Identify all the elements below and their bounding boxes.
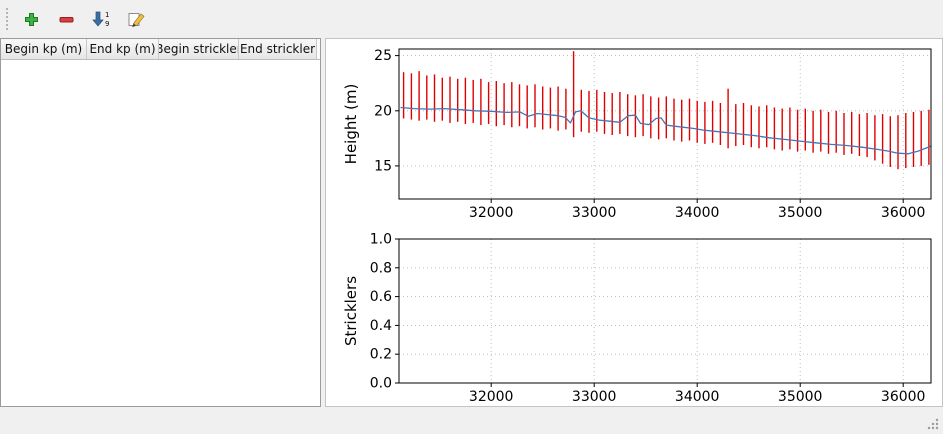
sort-top-number: 1 bbox=[105, 11, 109, 19]
table-header-row: Begin kp (m) End kp (m) Begin strickler … bbox=[1, 39, 320, 60]
toolbar-drag-handle[interactable] bbox=[6, 8, 8, 30]
edit-icon bbox=[128, 12, 144, 27]
svg-text:34000: 34000 bbox=[675, 205, 720, 221]
svg-text:0.0: 0.0 bbox=[370, 376, 392, 392]
add-row-button[interactable] bbox=[16, 6, 46, 33]
svg-text:0.8: 0.8 bbox=[370, 260, 392, 276]
edit-button[interactable] bbox=[121, 6, 151, 33]
column-header-begin-kp[interactable]: Begin kp (m) bbox=[1, 39, 87, 59]
column-header-end-kp[interactable]: End kp (m) bbox=[87, 39, 159, 59]
sort-ascending-icon: 1 9 bbox=[92, 11, 109, 28]
svg-text:32000: 32000 bbox=[469, 389, 514, 405]
svg-text:35000: 35000 bbox=[778, 389, 823, 405]
svg-text:33000: 33000 bbox=[572, 205, 617, 221]
sort-bottom-number: 9 bbox=[105, 20, 109, 28]
svg-text:1.0: 1.0 bbox=[370, 232, 392, 248]
svg-text:Stricklers: Stricklers bbox=[342, 276, 360, 346]
column-header-filler bbox=[317, 39, 320, 59]
status-bar bbox=[0, 407, 943, 434]
svg-text:20: 20 bbox=[374, 103, 392, 119]
minus-icon bbox=[59, 16, 73, 22]
svg-text:34000: 34000 bbox=[675, 389, 720, 405]
plus-icon bbox=[24, 12, 38, 26]
svg-text:36000: 36000 bbox=[881, 389, 926, 405]
column-header-end-strickler[interactable]: End strickler bbox=[239, 39, 317, 59]
resize-grip-icon[interactable] bbox=[926, 417, 940, 431]
svg-text:33000: 33000 bbox=[572, 389, 617, 405]
charts-panel: 32000 33000 34000 35000 36000 15 20 25 Height (m… bbox=[325, 38, 943, 407]
svg-text:35000: 35000 bbox=[778, 205, 823, 221]
svg-text:0.4: 0.4 bbox=[370, 318, 392, 334]
table-body[interactable] bbox=[1, 60, 320, 406]
sort-button[interactable]: 1 9 bbox=[86, 6, 116, 33]
svg-text:0.6: 0.6 bbox=[370, 289, 392, 305]
toolbar: 1 9 bbox=[0, 0, 943, 38]
strickler-table: Begin kp (m) End kp (m) Begin strickler … bbox=[0, 38, 321, 407]
svg-text:15: 15 bbox=[374, 158, 392, 174]
column-header-begin-strickler[interactable]: Begin strickler bbox=[159, 39, 239, 59]
panel-splitter[interactable] bbox=[321, 38, 325, 407]
svg-text:0.2: 0.2 bbox=[370, 347, 392, 363]
main-content: Begin kp (m) End kp (m) Begin strickler … bbox=[0, 38, 943, 407]
svg-text:25: 25 bbox=[374, 48, 392, 64]
svg-text:Height (m): Height (m) bbox=[342, 84, 360, 165]
height-profile-chart: 32000 33000 34000 35000 36000 15 20 25 Height (m… bbox=[342, 48, 932, 221]
svg-text:36000: 36000 bbox=[881, 205, 926, 221]
stricklers-chart: 32000 33000 34000 35000 36000 0.0 0.2 0.4 0.6 0.8… bbox=[342, 232, 932, 405]
remove-row-button[interactable] bbox=[51, 6, 81, 33]
svg-text:32000: 32000 bbox=[469, 205, 514, 221]
